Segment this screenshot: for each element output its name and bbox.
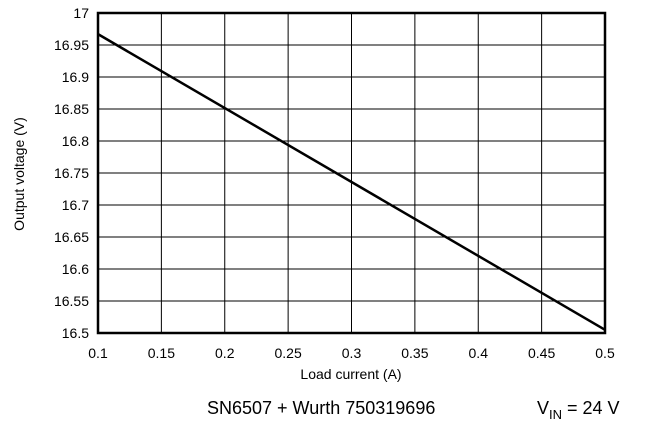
- y-tick-label: 16.8: [62, 133, 89, 149]
- y-tick-label: 16.7: [62, 197, 89, 213]
- y-tick-label: 16.9: [62, 69, 89, 85]
- x-tick-label: 0.2: [215, 345, 235, 361]
- x-tick-label: 0.45: [528, 345, 555, 361]
- x-axis-title: Load current (A): [300, 366, 401, 382]
- y-tick-labels: 16.5 16.55 16.6 16.65 16.7 16.75 16.8 16.85 16.9…: [54, 5, 89, 341]
- x-tick-label: 0.5: [595, 345, 615, 361]
- y-tick-label: 16.55: [54, 293, 89, 309]
- x-tick-label: 0.25: [275, 345, 302, 361]
- x-tick-label: 0.4: [469, 345, 489, 361]
- caption-vin-sub: IN: [549, 407, 562, 421]
- x-tick-labels: 0.1 0.15 0.2 0.25 0.3 0.35 0.4 0.45 0.5: [88, 345, 615, 361]
- caption-vin: VIN = 24 V: [537, 398, 620, 421]
- caption-device: SN6507 + Wurth 750319696: [207, 398, 435, 418]
- x-tick-label: 0.1: [88, 345, 108, 361]
- series-layer: [97, 33, 606, 331]
- y-tick-label: 16.85: [54, 101, 89, 117]
- caption-vin-value: = 24 V: [562, 398, 620, 418]
- series-line-0: [97, 33, 606, 331]
- caption-vin-prefix: V: [537, 398, 549, 418]
- y-tick-label: 16.6: [62, 261, 89, 277]
- x-tick-label: 0.15: [148, 345, 175, 361]
- grid: [97, 12, 606, 334]
- x-tick-label: 0.35: [401, 345, 428, 361]
- plot-frame: [96, 11, 607, 335]
- y-tick-label: 16.75: [54, 165, 89, 181]
- y-tick-label: 17: [73, 5, 89, 21]
- y-tick-label: 16.65: [54, 229, 89, 245]
- y-tick-label: 16.5: [62, 325, 89, 341]
- y-axis-title: Output voltage (V): [11, 117, 27, 231]
- y-tick-label: 16.95: [54, 37, 89, 53]
- x-tick-label: 0.3: [342, 345, 362, 361]
